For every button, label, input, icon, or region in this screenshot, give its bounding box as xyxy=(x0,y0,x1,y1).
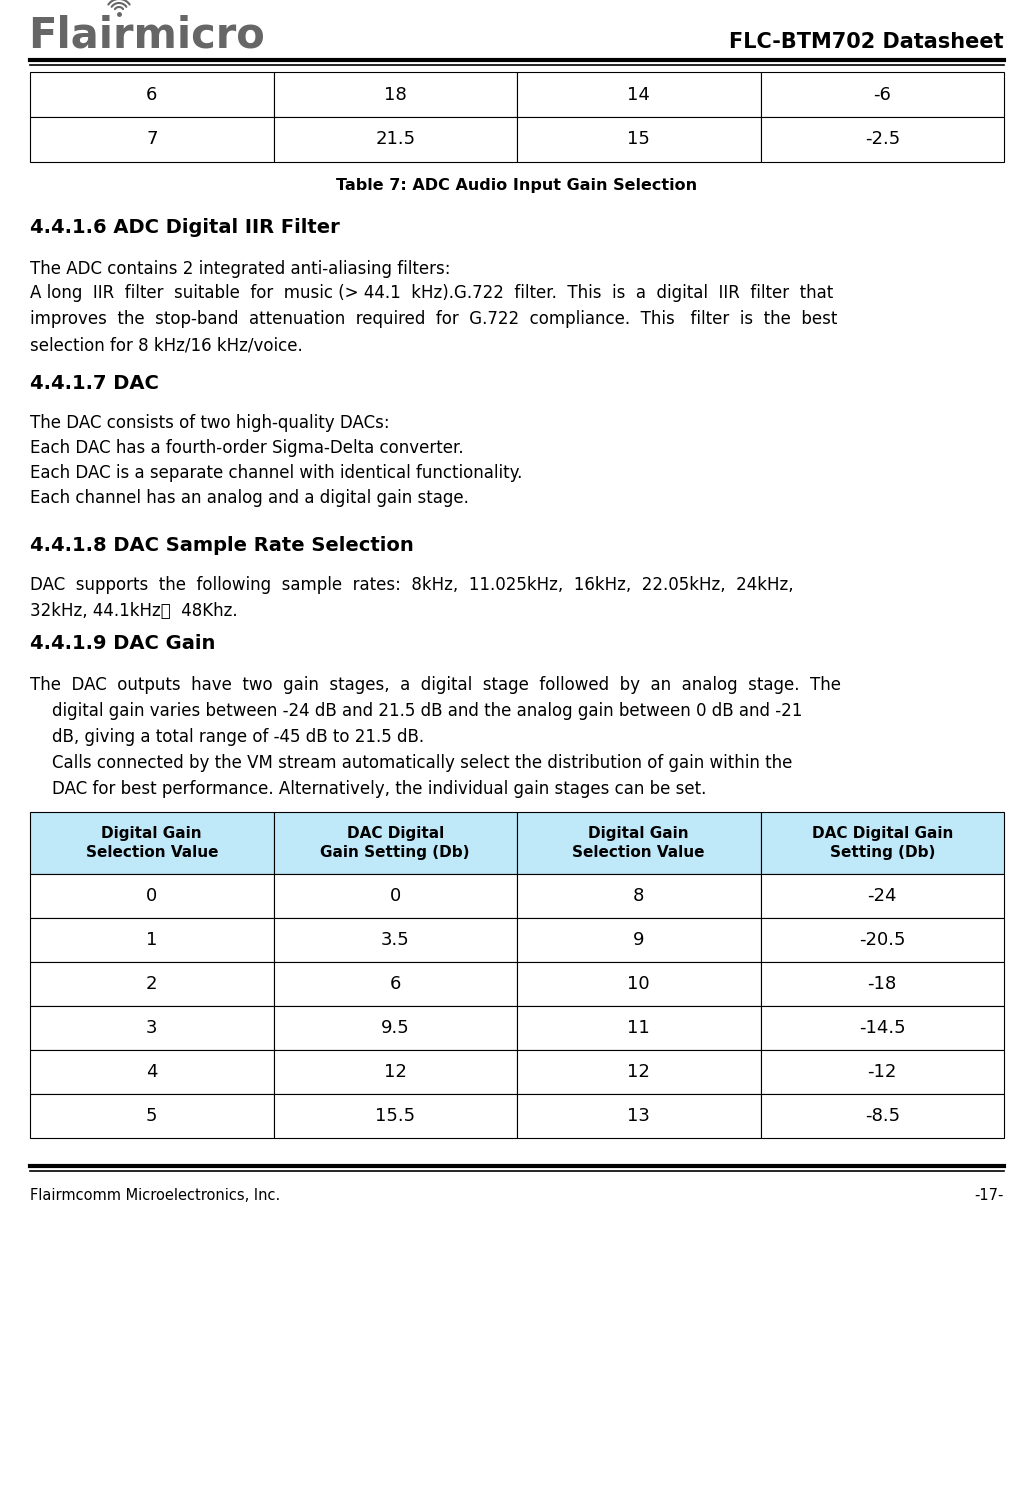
Text: DAC Digital
Gain Setting (Db): DAC Digital Gain Setting (Db) xyxy=(321,826,470,859)
Text: 18: 18 xyxy=(384,85,406,104)
Text: 10: 10 xyxy=(628,975,650,993)
Bar xyxy=(30,962,274,1007)
Bar xyxy=(760,919,1004,962)
Text: -20.5: -20.5 xyxy=(859,931,906,948)
Text: FLC-BTM702 Datasheet: FLC-BTM702 Datasheet xyxy=(729,31,1004,52)
Text: 13: 13 xyxy=(628,1106,650,1126)
Text: 11: 11 xyxy=(628,1018,650,1036)
Text: DAC  supports  the  following  sample  rates:  8kHz,  11.025kHz,  16kHz,  22.05k: DAC supports the following sample rates:… xyxy=(30,576,794,621)
Text: 6: 6 xyxy=(390,975,401,993)
Bar xyxy=(760,1050,1004,1094)
Text: digital gain varies between -24 dB and 21.5 dB and the analog gain between 0 dB : digital gain varies between -24 dB and 2… xyxy=(52,701,802,721)
Bar xyxy=(274,919,517,962)
Text: Digital Gain
Selection Value: Digital Gain Selection Value xyxy=(86,826,218,859)
Bar xyxy=(760,962,1004,1007)
Text: -8.5: -8.5 xyxy=(864,1106,900,1126)
Bar xyxy=(30,118,274,162)
Bar xyxy=(274,962,517,1007)
Text: Calls connected by the VM stream automatically select the distribution of gain w: Calls connected by the VM stream automat… xyxy=(52,753,792,771)
Text: -2.5: -2.5 xyxy=(864,131,900,149)
Text: 3.5: 3.5 xyxy=(381,931,409,948)
Text: 12: 12 xyxy=(384,1063,406,1081)
Bar xyxy=(760,1094,1004,1138)
Text: -24: -24 xyxy=(868,887,898,905)
Bar xyxy=(30,1050,274,1094)
Text: 0: 0 xyxy=(390,887,401,905)
Text: DAC for best performance. Alternatively, the individual gain stages can be set.: DAC for best performance. Alternatively,… xyxy=(52,780,706,798)
Text: 4.4.1.6 ADC Digital IIR Filter: 4.4.1.6 ADC Digital IIR Filter xyxy=(30,217,340,237)
Bar xyxy=(30,919,274,962)
Bar xyxy=(274,1094,517,1138)
Bar xyxy=(30,812,274,874)
Bar xyxy=(517,1094,760,1138)
Text: 4: 4 xyxy=(146,1063,157,1081)
Text: -6: -6 xyxy=(874,85,891,104)
Bar xyxy=(517,962,760,1007)
Text: 3: 3 xyxy=(146,1018,157,1036)
Text: -12: -12 xyxy=(868,1063,896,1081)
Text: dB, giving a total range of -45 dB to 21.5 dB.: dB, giving a total range of -45 dB to 21… xyxy=(52,728,424,746)
Text: 14: 14 xyxy=(628,85,650,104)
Bar xyxy=(760,874,1004,919)
Bar xyxy=(274,1050,517,1094)
Text: Each DAC is a separate channel with identical functionality.: Each DAC is a separate channel with iden… xyxy=(30,465,522,482)
Text: -18: -18 xyxy=(868,975,896,993)
Text: DAC Digital Gain
Setting (Db): DAC Digital Gain Setting (Db) xyxy=(812,826,953,859)
Text: Flairmicro: Flairmicro xyxy=(28,15,265,57)
Bar xyxy=(517,71,760,118)
Text: 15: 15 xyxy=(628,131,650,149)
Bar xyxy=(517,1007,760,1050)
Bar xyxy=(760,71,1004,118)
Bar xyxy=(517,118,760,162)
Text: 0: 0 xyxy=(146,887,157,905)
Bar xyxy=(274,118,517,162)
Bar xyxy=(274,1007,517,1050)
Text: -14.5: -14.5 xyxy=(859,1018,906,1036)
Text: 21.5: 21.5 xyxy=(375,131,416,149)
Text: The DAC consists of two high-quality DACs:: The DAC consists of two high-quality DAC… xyxy=(30,414,390,432)
Text: 12: 12 xyxy=(628,1063,650,1081)
Text: 15.5: 15.5 xyxy=(375,1106,416,1126)
Text: Table 7: ADC Audio Input Gain Selection: Table 7: ADC Audio Input Gain Selection xyxy=(336,179,698,194)
Text: 8: 8 xyxy=(633,887,644,905)
Bar xyxy=(30,874,274,919)
Text: Flairmcomm Microelectronics, Inc.: Flairmcomm Microelectronics, Inc. xyxy=(30,1188,280,1203)
Bar xyxy=(517,919,760,962)
Text: Each DAC has a fourth-order Sigma-Delta converter.: Each DAC has a fourth-order Sigma-Delta … xyxy=(30,439,463,457)
Bar xyxy=(30,1007,274,1050)
Text: Each channel has an analog and a digital gain stage.: Each channel has an analog and a digital… xyxy=(30,488,468,506)
Text: -17-: -17- xyxy=(975,1188,1004,1203)
Bar xyxy=(517,1050,760,1094)
Text: 2: 2 xyxy=(146,975,157,993)
Bar xyxy=(30,71,274,118)
Text: 6: 6 xyxy=(146,85,157,104)
Text: 5: 5 xyxy=(146,1106,157,1126)
Text: 4.4.1.7 DAC: 4.4.1.7 DAC xyxy=(30,374,159,393)
Text: 4.4.1.9 DAC Gain: 4.4.1.9 DAC Gain xyxy=(30,634,215,654)
Bar xyxy=(274,812,517,874)
Bar xyxy=(760,812,1004,874)
Text: The ADC contains 2 integrated anti-aliasing filters:: The ADC contains 2 integrated anti-alias… xyxy=(30,261,451,278)
Bar xyxy=(517,812,760,874)
Bar xyxy=(517,874,760,919)
Text: 1: 1 xyxy=(146,931,157,948)
Bar xyxy=(760,118,1004,162)
Text: Digital Gain
Selection Value: Digital Gain Selection Value xyxy=(573,826,705,859)
Bar xyxy=(274,874,517,919)
Bar xyxy=(30,1094,274,1138)
Text: A long  IIR  filter  suitable  for  music (> 44.1  kHz).G.722  filter.  This  is: A long IIR filter suitable for music (> … xyxy=(30,284,838,354)
Bar xyxy=(760,1007,1004,1050)
Text: 9.5: 9.5 xyxy=(381,1018,409,1036)
Text: 4.4.1.8 DAC Sample Rate Selection: 4.4.1.8 DAC Sample Rate Selection xyxy=(30,536,414,555)
Text: 9: 9 xyxy=(633,931,644,948)
Text: 7: 7 xyxy=(146,131,157,149)
Bar xyxy=(274,71,517,118)
Text: The  DAC  outputs  have  two  gain  stages,  a  digital  stage  followed  by  an: The DAC outputs have two gain stages, a … xyxy=(30,676,841,694)
